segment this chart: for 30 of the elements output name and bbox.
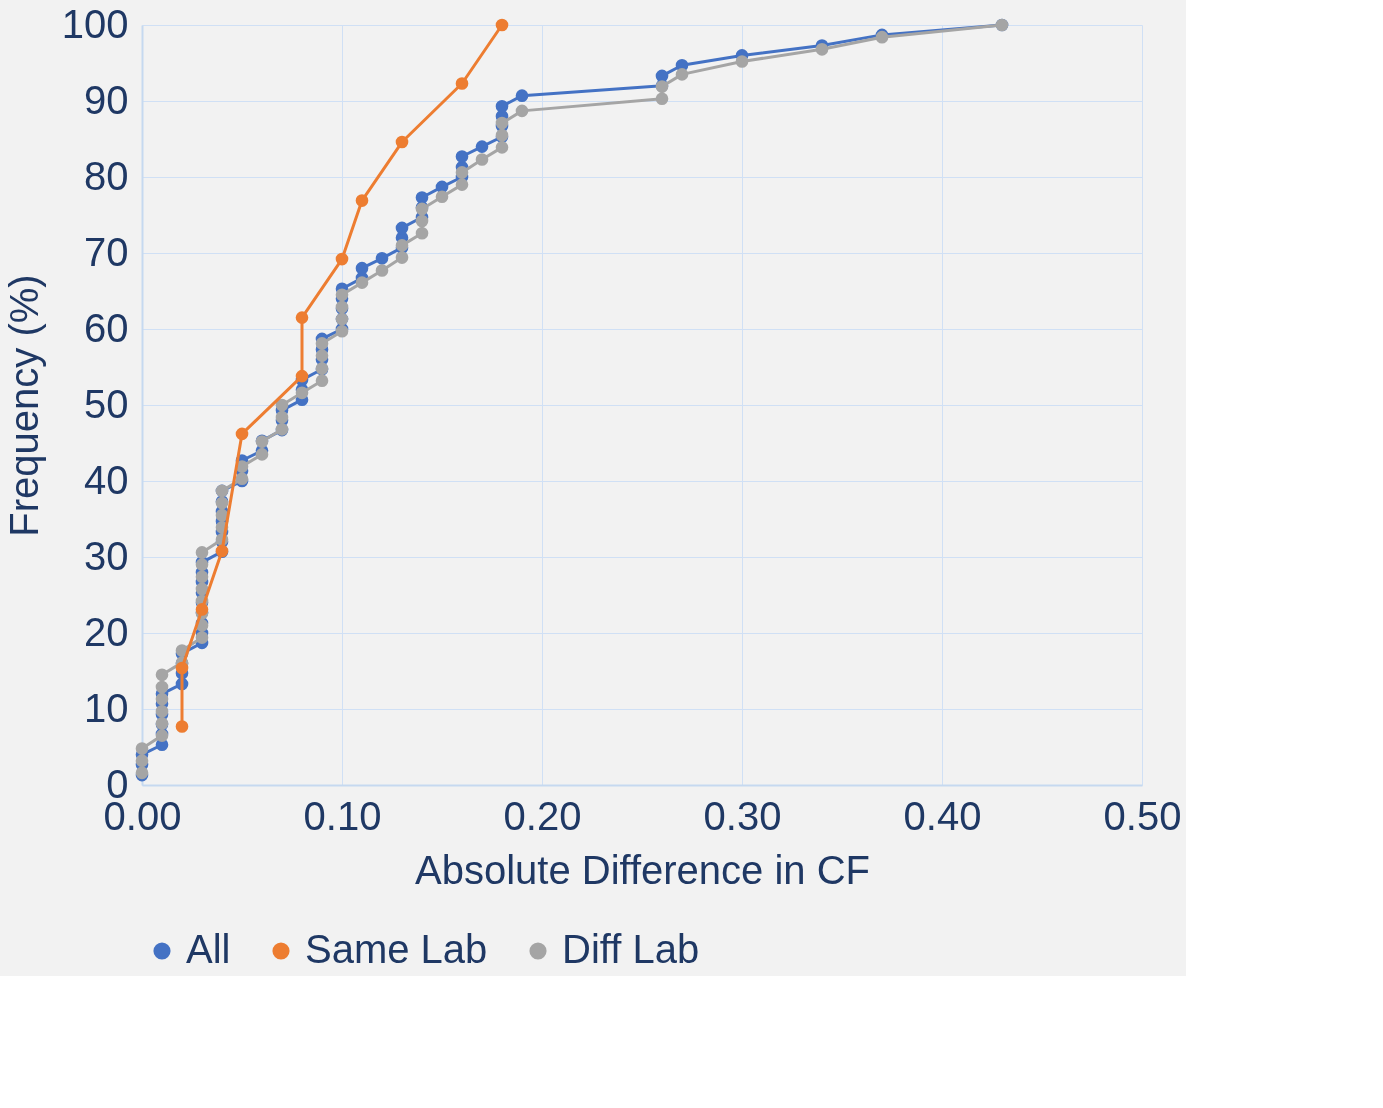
legend-label: Same Lab — [305, 927, 488, 971]
y-tick-label: 40 — [84, 457, 129, 502]
legend-label: All — [186, 927, 231, 971]
y-tick-label: 30 — [84, 533, 129, 578]
y-tick-label: 80 — [84, 153, 129, 198]
point — [295, 311, 309, 324]
y-tick-label: 90 — [84, 77, 129, 122]
y-tick-label: 100 — [61, 1, 129, 46]
legend-label: Diff Lab — [562, 927, 700, 971]
point — [175, 720, 189, 733]
point — [495, 18, 509, 32]
point — [235, 427, 249, 441]
point — [175, 661, 189, 675]
x-axis-title: Absolute Difference in CF — [414, 847, 871, 892]
x-tick-label: 0.40 — [903, 793, 982, 838]
x-tick-label: 0.20 — [503, 793, 582, 838]
y-axis-title: Frequency (%) — [1, 274, 46, 537]
y-tick-label: 70 — [84, 229, 129, 274]
point — [455, 77, 469, 90]
x-tick-label: 0.30 — [703, 793, 782, 838]
y-tick-label: 50 — [84, 381, 129, 426]
point — [335, 252, 349, 266]
point — [295, 369, 309, 383]
point — [395, 135, 409, 149]
x-tick-label: 0.10 — [303, 793, 382, 838]
y-tick-label: 10 — [84, 685, 129, 730]
point — [355, 194, 369, 207]
x-tick-label: 0.50 — [1103, 793, 1182, 838]
y-tick-label: 60 — [84, 305, 129, 350]
y-tick-label: 20 — [84, 609, 129, 654]
